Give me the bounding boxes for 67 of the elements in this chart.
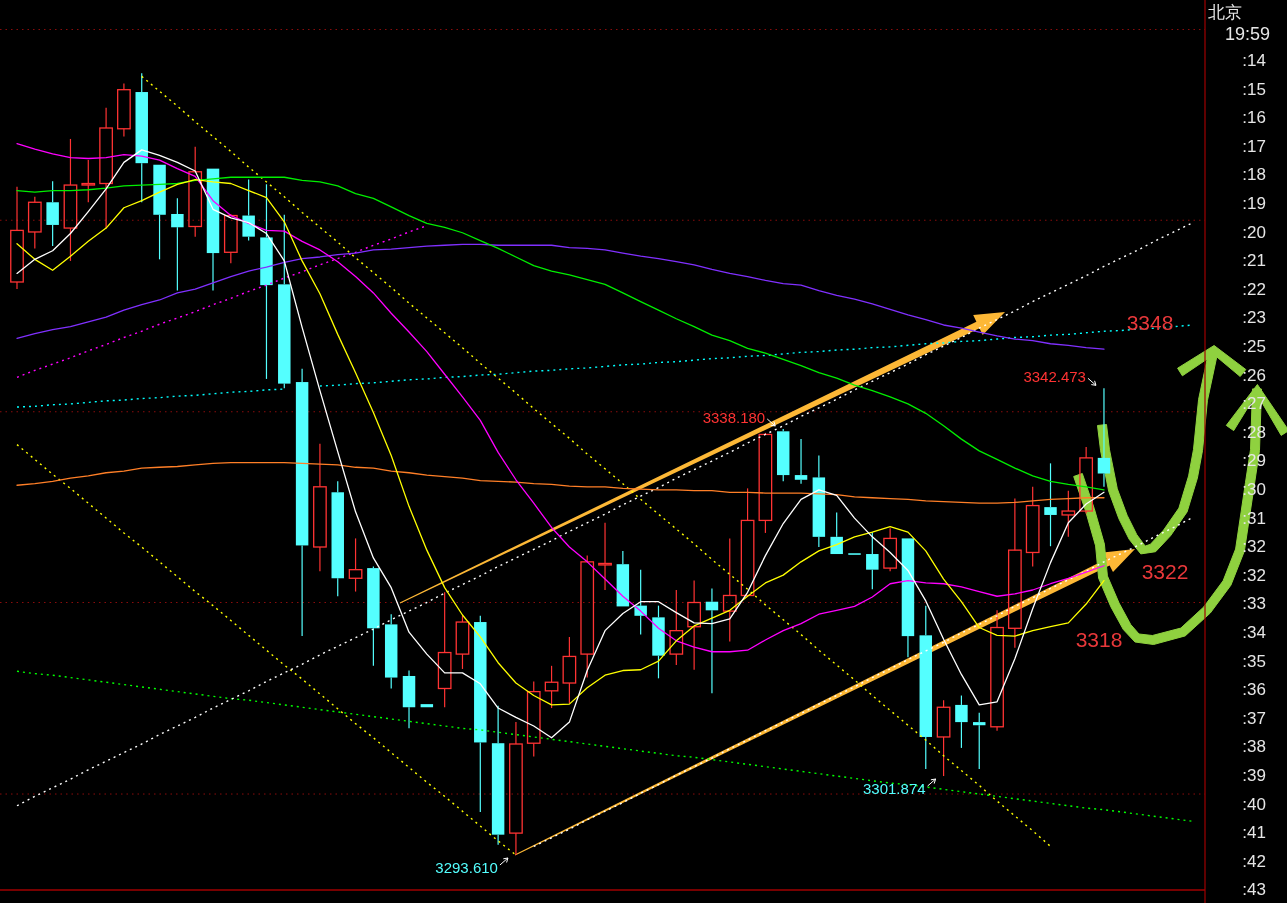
- text: :16: [1242, 108, 1266, 128]
- candlestick: [135, 72, 148, 203]
- annotation: 3338.180: [702, 408, 766, 426]
- text: :19: [1242, 194, 1266, 213]
- candlestick: [598, 522, 612, 591]
- text: :17: [1242, 136, 1266, 156]
- candlestick: [437, 591, 452, 708]
- text: :21: [1242, 251, 1266, 271]
- text: :42: [1242, 851, 1266, 871]
- candlestick: [883, 527, 898, 572]
- text: :15: [1242, 79, 1266, 99]
- candlestick: [740, 487, 755, 597]
- candlestick: [63, 138, 78, 262]
- text: :36: [1242, 680, 1266, 700]
- text: :35: [1242, 651, 1266, 671]
- candlestick: [722, 537, 737, 643]
- text: :18: [1242, 165, 1266, 185]
- text: :22: [1242, 279, 1266, 299]
- candlestick: [420, 704, 434, 708]
- text: :23: [1242, 308, 1266, 328]
- text: :32: [1242, 565, 1266, 585]
- text: 3293.610: [435, 859, 498, 876]
- candlestick: [260, 183, 273, 380]
- text: :26: [1242, 365, 1266, 385]
- text: :33: [1242, 594, 1266, 614]
- candlestick: [687, 580, 702, 671]
- text: :39: [1242, 766, 1266, 785]
- candlestick: [509, 721, 523, 856]
- candlestick: [705, 587, 719, 694]
- text: 北京: [1208, 3, 1242, 22]
- annotation: 3301.874: [863, 780, 926, 798]
- text: :41: [1242, 823, 1266, 843]
- candlestick: [562, 636, 577, 704]
- candlestick: [990, 609, 1004, 732]
- candlestick: [919, 605, 933, 770]
- candlestick: [10, 186, 24, 290]
- candlestick: [313, 443, 327, 572]
- annotation: 3318: [1075, 628, 1123, 651]
- text: 19:59: [1224, 24, 1270, 44]
- candlestick: [99, 107, 113, 230]
- text: :43: [1242, 880, 1266, 900]
- candlestick: [402, 669, 416, 729]
- candlestick: [830, 512, 843, 555]
- text: :27: [1242, 394, 1266, 414]
- text: :37: [1242, 708, 1266, 728]
- text: :34: [1242, 623, 1266, 642]
- annotation: 3342.473: [1023, 368, 1086, 386]
- candlestick: [46, 180, 59, 247]
- text: :38: [1242, 737, 1266, 757]
- candlestick: [1007, 497, 1022, 649]
- text: :25: [1242, 337, 1266, 356]
- candlestick: [901, 538, 915, 658]
- candlestick: [1044, 462, 1057, 547]
- text: :20: [1242, 222, 1266, 242]
- candlestick: [491, 705, 505, 846]
- candlestick: [117, 82, 131, 138]
- text: :14: [1242, 51, 1266, 70]
- candlestick: [794, 438, 808, 485]
- candlestick: [812, 454, 826, 548]
- text: :40: [1242, 794, 1266, 814]
- candlestick: [1061, 490, 1076, 538]
- annotation: 3322: [1141, 560, 1189, 583]
- candlestick: [295, 368, 309, 637]
- candlestick: [1097, 387, 1111, 488]
- candlestick: [866, 531, 879, 590]
- candlestick: [153, 164, 166, 260]
- annotation: 3348: [1126, 311, 1174, 334]
